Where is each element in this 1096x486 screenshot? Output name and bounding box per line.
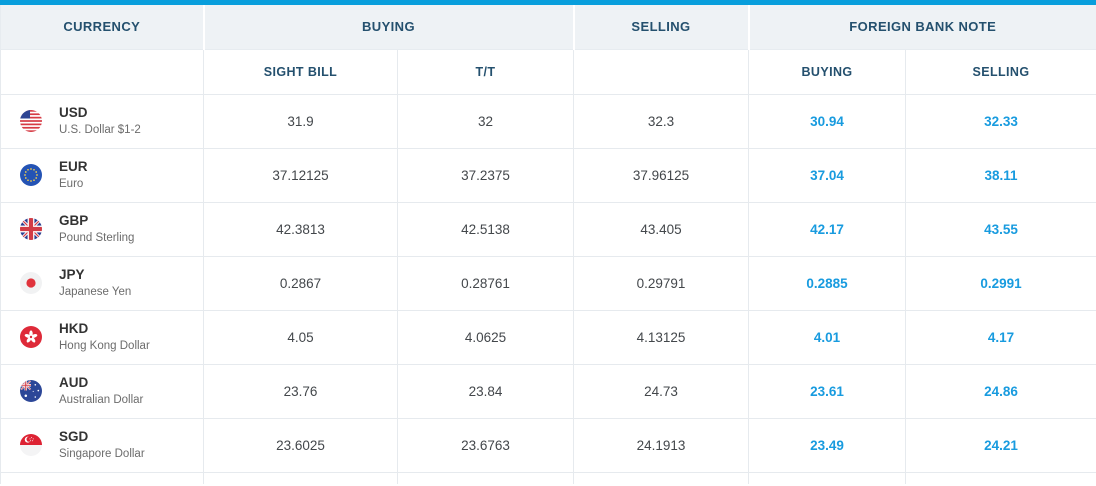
sight-bill-value: 37.12125	[203, 147, 398, 203]
fbn-selling-value: 4.17	[904, 309, 1096, 365]
sight-bill-value: 0.2867	[203, 255, 398, 311]
table-row-clipped	[0, 471, 1096, 484]
table-row: GBP Pound Sterling 42.3813 42.5138 43.40…	[0, 201, 1096, 257]
tt-value: 37.2375	[397, 147, 574, 203]
eur-flag-icon	[20, 164, 42, 186]
sight-bill-value: 23.76	[203, 363, 398, 419]
fbn-selling-value: 43.55	[904, 201, 1096, 257]
currency-name: Pound Sterling	[59, 231, 135, 244]
fbn-buying-value: 30.94	[748, 93, 906, 149]
fbn-buying-value: 37.04	[748, 147, 906, 203]
sgd-flag-icon	[20, 434, 42, 456]
currency-code: USD	[59, 104, 88, 120]
subheader-fbn-selling: SELLING	[904, 48, 1096, 95]
fbn-buying-value: 23.49	[748, 417, 906, 473]
selling-value: 43.405	[573, 201, 749, 257]
currency-name: U.S. Dollar $1-2	[59, 123, 141, 136]
exchange-rates-table: CURRENCY BUYING SELLING FOREIGN BANK NOT…	[0, 5, 1096, 484]
header-foreign-bank-note: FOREIGN BANK NOTE	[747, 5, 1096, 50]
table-row: JPY Japanese Yen 0.2867 0.28761 0.29791 …	[0, 255, 1096, 311]
tt-value: 23.6763	[397, 417, 574, 473]
header-group-row: CURRENCY BUYING SELLING FOREIGN BANK NOT…	[0, 5, 1096, 50]
usd-flag-icon	[20, 110, 42, 132]
hkd-flag-icon	[20, 326, 42, 348]
fbn-buying-value: 4.01	[748, 309, 906, 365]
fbn-buying-value: 0.2885	[748, 255, 906, 311]
tt-value: 23.84	[397, 363, 574, 419]
currency-code: HKD	[59, 320, 89, 336]
selling-value: 37.96125	[573, 147, 749, 203]
currency-name: Japanese Yen	[59, 285, 132, 298]
tt-value: 42.5138	[397, 201, 574, 257]
empty-header-cell	[0, 48, 204, 95]
aud-flag-icon	[20, 380, 42, 402]
table-row: EUR Euro 37.12125 37.2375 37.96125 37.04…	[0, 147, 1096, 203]
currency-name: Hong Kong Dollar	[59, 339, 150, 352]
selling-value: 0.29791	[573, 255, 749, 311]
sight-bill-value: 31.9	[203, 93, 398, 149]
fbn-selling-value: 0.2991	[904, 255, 1096, 311]
fbn-selling-value: 32.33	[904, 93, 1096, 149]
selling-value: 32.3	[573, 93, 749, 149]
sight-bill-value: 4.05	[203, 309, 398, 365]
fbn-selling-value: 24.21	[904, 417, 1096, 473]
accent-top-bar	[0, 0, 1096, 5]
tt-value: 0.28761	[397, 255, 574, 311]
fbn-buying-value: 23.61	[748, 363, 906, 419]
header-selling: SELLING	[572, 5, 749, 50]
currency-name: Australian Dollar	[59, 393, 144, 406]
header-sub-row: SIGHT BILL T/T BUYING SELLING	[0, 48, 1096, 95]
currency-code: AUD	[59, 374, 89, 390]
gbp-flag-icon	[20, 218, 42, 240]
subheader-tt: T/T	[397, 48, 574, 95]
empty-header-cell	[573, 48, 749, 95]
table-row: USD U.S. Dollar $1-2 31.9 32 32.3 30.94 …	[0, 93, 1096, 149]
selling-value: 24.1913	[573, 417, 749, 473]
currency-name: Singapore Dollar	[59, 447, 145, 460]
header-buying: BUYING	[202, 5, 574, 50]
table-row: AUD Australian Dollar 23.76 23.84 24.73 …	[0, 363, 1096, 419]
subheader-sight-bill: SIGHT BILL	[203, 48, 398, 95]
currency-code: EUR	[59, 158, 88, 174]
sight-bill-value: 42.3813	[203, 201, 398, 257]
sight-bill-value: 23.6025	[203, 417, 398, 473]
table-row: HKD Hong Kong Dollar 4.05 4.0625 4.13125…	[0, 309, 1096, 365]
selling-value: 4.13125	[573, 309, 749, 365]
subheader-fbn-buying: BUYING	[748, 48, 906, 95]
currency-code: JPY	[59, 266, 85, 282]
currency-code: SGD	[59, 428, 89, 444]
fbn-selling-value: 24.86	[904, 363, 1096, 419]
jpy-flag-icon	[20, 272, 42, 294]
selling-value: 24.73	[573, 363, 749, 419]
tt-value: 4.0625	[397, 309, 574, 365]
fbn-selling-value: 38.11	[904, 147, 1096, 203]
currency-name: Euro	[59, 177, 84, 190]
header-currency: CURRENCY	[0, 5, 204, 50]
table-row: SGD Singapore Dollar 23.6025 23.6763 24.…	[0, 417, 1096, 473]
tt-value: 32	[397, 93, 574, 149]
fbn-buying-value: 42.17	[748, 201, 906, 257]
currency-code: GBP	[59, 212, 89, 228]
